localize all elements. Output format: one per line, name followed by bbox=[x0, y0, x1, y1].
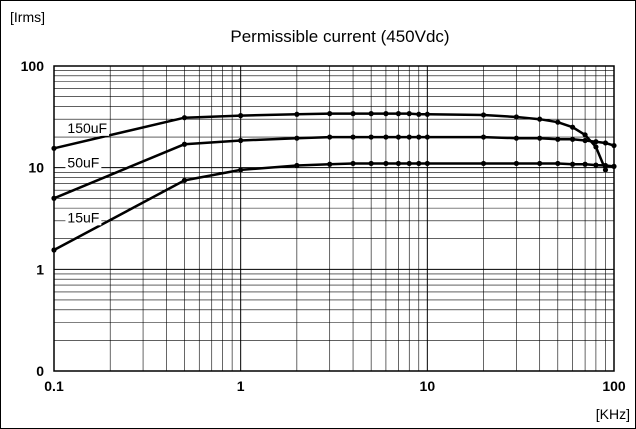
data-point-50uf bbox=[406, 134, 412, 140]
data-point-150uf bbox=[602, 167, 609, 173]
data-point-150uf bbox=[480, 112, 487, 118]
data-point-15uf bbox=[406, 160, 412, 167]
data-point-15uf bbox=[537, 160, 543, 167]
data-point-50uf bbox=[383, 134, 389, 140]
series-label-background bbox=[65, 209, 102, 226]
data-point-15uf bbox=[51, 247, 57, 253]
y-tick-labels: 0 1 10 100 bbox=[21, 58, 45, 379]
y-tick-label: 10 bbox=[28, 160, 44, 176]
series-layer: 150uF 50uF 15uF bbox=[51, 111, 617, 253]
data-point-50uf bbox=[51, 195, 57, 201]
data-point-50uf bbox=[593, 139, 599, 145]
data-point-15uf bbox=[395, 160, 402, 167]
data-point-50uf bbox=[181, 141, 188, 147]
data-point-50uf bbox=[238, 137, 244, 144]
x-tick-label: 10 bbox=[420, 378, 436, 394]
data-point-50uf bbox=[424, 134, 430, 140]
data-point-150uf bbox=[424, 111, 430, 117]
data-point-50uf bbox=[395, 134, 402, 140]
data-point-150uf bbox=[181, 115, 188, 121]
data-point-150uf bbox=[416, 111, 422, 117]
data-point-50uf bbox=[569, 136, 576, 142]
data-point-15uf bbox=[480, 160, 487, 167]
data-point-150uf bbox=[383, 111, 389, 117]
data-point-50uf bbox=[327, 134, 333, 140]
data-point-150uf bbox=[555, 119, 561, 125]
x-axis-label: [KHz] bbox=[596, 406, 630, 422]
data-point-150uf bbox=[368, 111, 374, 117]
data-point-15uf bbox=[350, 160, 356, 167]
x-tick-label: 100 bbox=[602, 378, 626, 394]
y-tick-label: 1 bbox=[36, 261, 44, 277]
data-point-50uf bbox=[555, 136, 561, 142]
data-point-15uf bbox=[383, 160, 389, 167]
series-label-background bbox=[65, 119, 110, 136]
chart-title: Permissible current (450Vdc) bbox=[230, 27, 449, 46]
data-point-50uf bbox=[294, 135, 300, 141]
data-point-15uf bbox=[569, 161, 576, 167]
x-tick-label: 1 bbox=[237, 378, 245, 394]
x-tick-labels: 0.1 1 10 100 bbox=[44, 378, 626, 394]
data-point-50uf bbox=[513, 135, 519, 141]
data-point-150uf bbox=[593, 144, 599, 150]
data-point-15uf bbox=[181, 177, 188, 183]
y-tick-label: 0 bbox=[36, 363, 44, 379]
data-point-150uf bbox=[294, 111, 300, 117]
data-point-15uf bbox=[424, 160, 430, 167]
data-point-15uf bbox=[416, 160, 422, 167]
data-point-150uf bbox=[51, 145, 57, 151]
data-point-15uf bbox=[602, 162, 609, 169]
data-point-15uf bbox=[368, 160, 374, 167]
data-point-150uf bbox=[350, 111, 356, 117]
data-point-50uf bbox=[611, 142, 617, 149]
data-point-50uf bbox=[416, 134, 422, 140]
data-point-15uf bbox=[294, 162, 300, 169]
data-point-50uf bbox=[537, 135, 543, 141]
data-point-150uf bbox=[582, 132, 588, 138]
y-tick-label: 100 bbox=[21, 58, 45, 74]
data-point-150uf bbox=[406, 111, 412, 117]
series-label-background bbox=[65, 154, 102, 171]
series-label-15uf: 15uF bbox=[67, 209, 99, 225]
data-point-50uf bbox=[368, 134, 374, 140]
data-point-15uf bbox=[555, 160, 561, 167]
data-point-15uf bbox=[582, 161, 588, 167]
data-point-50uf bbox=[350, 134, 356, 140]
series-label-50uf: 50uF bbox=[67, 155, 99, 171]
data-point-50uf bbox=[480, 134, 487, 140]
data-point-150uf bbox=[238, 113, 244, 119]
data-point-50uf bbox=[582, 137, 588, 144]
data-point-15uf bbox=[327, 161, 333, 167]
data-point-15uf bbox=[513, 160, 519, 167]
data-point-150uf bbox=[395, 111, 402, 117]
y-axis-label: [Irms] bbox=[10, 9, 45, 25]
data-point-15uf bbox=[611, 163, 617, 169]
data-point-15uf bbox=[593, 162, 599, 168]
plot-area bbox=[53, 65, 615, 372]
series-label-150uf: 150uF bbox=[67, 120, 107, 136]
data-point-150uf bbox=[513, 114, 519, 120]
x-tick-label: 0.1 bbox=[44, 378, 64, 394]
data-point-15uf bbox=[238, 167, 244, 173]
data-point-50uf bbox=[602, 140, 609, 146]
data-point-150uf bbox=[537, 116, 543, 122]
data-point-150uf bbox=[569, 124, 576, 130]
data-point-150uf bbox=[327, 111, 333, 117]
